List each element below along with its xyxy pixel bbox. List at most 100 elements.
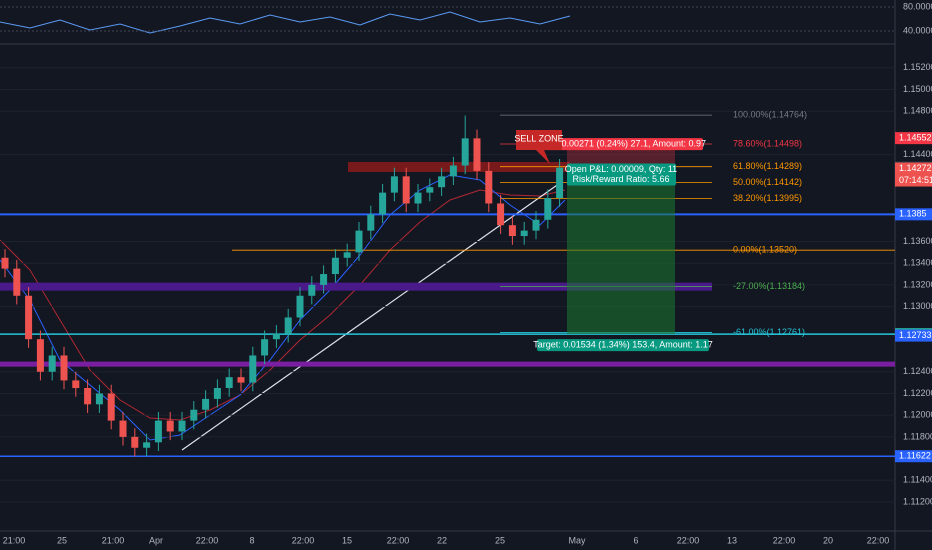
- y-tick-label: 1.12400: [903, 366, 932, 376]
- y-tick-label: 1.13000: [903, 301, 932, 311]
- x-tick-label: 20: [823, 535, 833, 545]
- candle-body: [544, 198, 552, 220]
- candle-body: [473, 138, 481, 171]
- price-label-box: [895, 450, 932, 463]
- x-tick-label: 6: [633, 535, 638, 545]
- candle-body: [390, 176, 398, 193]
- candle-body: [202, 398, 210, 410]
- indicator-tick-label: 40.0000: [903, 25, 932, 35]
- price-label-box: [895, 132, 932, 145]
- countdown-label: 07:14:51: [899, 175, 932, 185]
- candle-body: [225, 377, 233, 389]
- pnl-label: Open P&L: 0.00009, Qty: 11: [565, 164, 677, 174]
- candle-body: [25, 295, 33, 340]
- candle-body: [249, 355, 257, 383]
- candle-body: [520, 230, 528, 237]
- fib-label: 0.00%(1.13520): [733, 245, 797, 255]
- callout-box: [516, 130, 562, 164]
- x-tick-label: 25: [495, 535, 505, 545]
- candle-body: [72, 380, 80, 389]
- candle-body: [508, 225, 516, 237]
- candle-body: [36, 339, 44, 372]
- fib-label: -27.00%(1.13184): [733, 281, 805, 291]
- price-label-box: [895, 208, 932, 221]
- candle-body: [284, 317, 292, 334]
- price-label: 1.14552: [899, 133, 932, 143]
- y-tick-label: 1.13400: [903, 258, 932, 268]
- candle-body: [556, 167, 564, 199]
- moving-average-slow: [0, 189, 566, 421]
- candle-body: [355, 230, 363, 253]
- price-label: 1.14272: [899, 163, 932, 173]
- target-label-box: [537, 339, 709, 352]
- candle-body: [343, 252, 351, 258]
- trend-line: [181, 182, 561, 451]
- x-tick-label: Apr: [149, 535, 163, 545]
- candle-body: [131, 436, 139, 448]
- x-tick-label: 22: [437, 535, 447, 545]
- fib-label: 100.00%(1.14764): [733, 110, 807, 120]
- x-tick-label: 8: [249, 535, 254, 545]
- fib-label: 78.60%(1.14498): [733, 138, 802, 148]
- countdown-box: [895, 174, 932, 187]
- x-tick-label: May: [568, 535, 586, 545]
- x-tick-label: 22:00: [387, 535, 410, 545]
- y-tick-label: 1.12000: [903, 410, 932, 420]
- candle-body: [461, 138, 469, 166]
- candle-body: [320, 274, 328, 285]
- candle-body: [414, 192, 422, 204]
- y-tick-label: 1.12200: [903, 388, 932, 398]
- fib-label: 61.80%(1.14289): [733, 161, 802, 171]
- candle-body: [379, 192, 387, 215]
- target-zone: [567, 167, 675, 335]
- candle-body: [1, 257, 9, 269]
- rr-label: Risk/Reward Ratio: 5.66: [572, 174, 669, 184]
- candle-body: [438, 176, 446, 188]
- x-tick-label: 22:00: [773, 535, 796, 545]
- candle-body: [237, 377, 245, 383]
- supply-zone: [348, 162, 570, 172]
- candle-body: [95, 393, 103, 405]
- candle-body: [272, 333, 280, 340]
- x-tick-label: 21:00: [3, 535, 26, 545]
- price-label-box: [895, 162, 932, 175]
- x-tick-label: 25: [57, 535, 67, 545]
- candle-body: [426, 187, 434, 193]
- x-tick-label: 21:00: [102, 535, 125, 545]
- candle-body: [190, 409, 198, 421]
- candle-body: [367, 214, 375, 231]
- price-label: 1.12733: [899, 330, 932, 340]
- candle-body: [107, 393, 115, 421]
- candle-body: [178, 420, 186, 432]
- x-tick-label: 15: [342, 535, 352, 545]
- y-tick-label: 1.11200: [903, 496, 932, 506]
- candle-body: [154, 420, 162, 443]
- candle-body: [296, 295, 304, 318]
- fib-label: 38.20%(1.13995): [733, 193, 802, 203]
- candle-body: [166, 420, 174, 432]
- candle-body: [331, 257, 339, 275]
- x-tick-label: 22:00: [196, 535, 219, 545]
- candle-body: [449, 165, 457, 177]
- x-tick-label: 22:00: [292, 535, 315, 545]
- stop-label-box: [541, 138, 703, 151]
- candle-body: [84, 388, 92, 405]
- candle-body: [48, 355, 56, 372]
- indicator-tick-label: 80.0000: [903, 1, 932, 11]
- target-label: Target: 0.01534 (1.34%) 153.4, Amount: 1…: [533, 339, 713, 349]
- candle-body: [532, 219, 540, 231]
- y-tick-label: 1.13600: [903, 236, 932, 246]
- x-tick-label: 22:00: [677, 535, 700, 545]
- y-tick-label: 1.11800: [903, 431, 932, 441]
- callout-label: SELL ZONE: [514, 133, 563, 143]
- price-label-box: [895, 329, 932, 342]
- y-tick-label: 1.13200: [903, 279, 932, 289]
- indicator-line: [0, 11, 571, 34]
- y-tick-label: 1.15200: [903, 62, 932, 72]
- candle-body: [13, 268, 21, 296]
- candle-body: [485, 170, 493, 204]
- moving-average-fast: [0, 174, 566, 441]
- fib-label: -61.00%(1.12761): [733, 327, 805, 337]
